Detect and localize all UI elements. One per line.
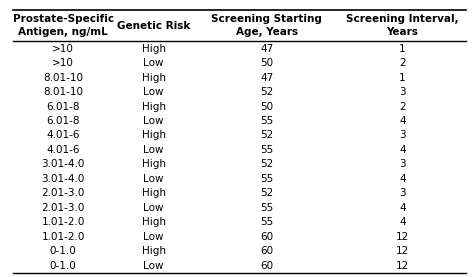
Text: 8.01-10: 8.01-10 bbox=[43, 87, 83, 97]
Text: Low: Low bbox=[143, 87, 164, 97]
Text: High: High bbox=[142, 188, 165, 198]
Text: 1.01-2.0: 1.01-2.0 bbox=[41, 217, 85, 227]
Text: Low: Low bbox=[143, 145, 164, 155]
Text: 52: 52 bbox=[260, 188, 273, 198]
Text: 12: 12 bbox=[396, 232, 409, 242]
Text: 4: 4 bbox=[399, 116, 406, 126]
Text: 4: 4 bbox=[399, 174, 406, 184]
Text: 4.01-6: 4.01-6 bbox=[46, 145, 80, 155]
Text: 3.01-4.0: 3.01-4.0 bbox=[41, 174, 85, 184]
Text: 3: 3 bbox=[399, 159, 406, 169]
Text: High: High bbox=[142, 159, 165, 169]
Text: High: High bbox=[142, 73, 165, 83]
Text: High: High bbox=[142, 130, 165, 140]
Text: 3: 3 bbox=[399, 130, 406, 140]
Text: 52: 52 bbox=[260, 130, 273, 140]
Text: High: High bbox=[142, 246, 165, 256]
Text: Low: Low bbox=[143, 116, 164, 126]
Text: 52: 52 bbox=[260, 87, 273, 97]
Text: 4: 4 bbox=[399, 217, 406, 227]
Text: 60: 60 bbox=[260, 261, 273, 271]
Text: 2.01-3.0: 2.01-3.0 bbox=[41, 203, 85, 213]
Text: 55: 55 bbox=[260, 217, 273, 227]
Text: High: High bbox=[142, 44, 165, 54]
Text: 55: 55 bbox=[260, 203, 273, 213]
Text: 4: 4 bbox=[399, 203, 406, 213]
Text: 0-1.0: 0-1.0 bbox=[50, 261, 76, 271]
Text: 2: 2 bbox=[399, 102, 406, 112]
Text: 3: 3 bbox=[399, 87, 406, 97]
Text: 52: 52 bbox=[260, 159, 273, 169]
Text: Low: Low bbox=[143, 174, 164, 184]
Text: 47: 47 bbox=[260, 73, 273, 83]
Text: 4.01-6: 4.01-6 bbox=[46, 130, 80, 140]
Text: High: High bbox=[142, 217, 165, 227]
Text: 8.01-10: 8.01-10 bbox=[43, 73, 83, 83]
Text: 2.01-3.0: 2.01-3.0 bbox=[41, 188, 85, 198]
Text: 50: 50 bbox=[260, 102, 273, 112]
Text: 0-1.0: 0-1.0 bbox=[50, 246, 76, 256]
Text: 47: 47 bbox=[260, 44, 273, 54]
Text: 6.01-8: 6.01-8 bbox=[46, 102, 80, 112]
Text: High: High bbox=[142, 102, 165, 112]
Text: 6.01-8: 6.01-8 bbox=[46, 116, 80, 126]
Text: Genetic Risk: Genetic Risk bbox=[117, 20, 190, 30]
Text: 50: 50 bbox=[260, 58, 273, 68]
Text: 1: 1 bbox=[399, 44, 406, 54]
Text: 60: 60 bbox=[260, 232, 273, 242]
Text: 2: 2 bbox=[399, 58, 406, 68]
Text: Low: Low bbox=[143, 203, 164, 213]
Text: 55: 55 bbox=[260, 145, 273, 155]
Text: Screening Starting
Age, Years: Screening Starting Age, Years bbox=[211, 14, 322, 37]
Text: >10: >10 bbox=[52, 44, 74, 54]
Text: 55: 55 bbox=[260, 116, 273, 126]
Text: 3: 3 bbox=[399, 188, 406, 198]
Text: Low: Low bbox=[143, 58, 164, 68]
Text: 1: 1 bbox=[399, 73, 406, 83]
Text: 4: 4 bbox=[399, 145, 406, 155]
Text: Screening Interval,
Years: Screening Interval, Years bbox=[346, 14, 459, 37]
Text: 55: 55 bbox=[260, 174, 273, 184]
Text: Low: Low bbox=[143, 232, 164, 242]
Text: 12: 12 bbox=[396, 246, 409, 256]
Text: Low: Low bbox=[143, 261, 164, 271]
Text: 60: 60 bbox=[260, 246, 273, 256]
Text: >10: >10 bbox=[52, 58, 74, 68]
Text: 3.01-4.0: 3.01-4.0 bbox=[41, 159, 85, 169]
Text: 12: 12 bbox=[396, 261, 409, 271]
Text: Prostate-Specific
Antigen, ng/mL: Prostate-Specific Antigen, ng/mL bbox=[12, 14, 114, 37]
Text: 1.01-2.0: 1.01-2.0 bbox=[41, 232, 85, 242]
